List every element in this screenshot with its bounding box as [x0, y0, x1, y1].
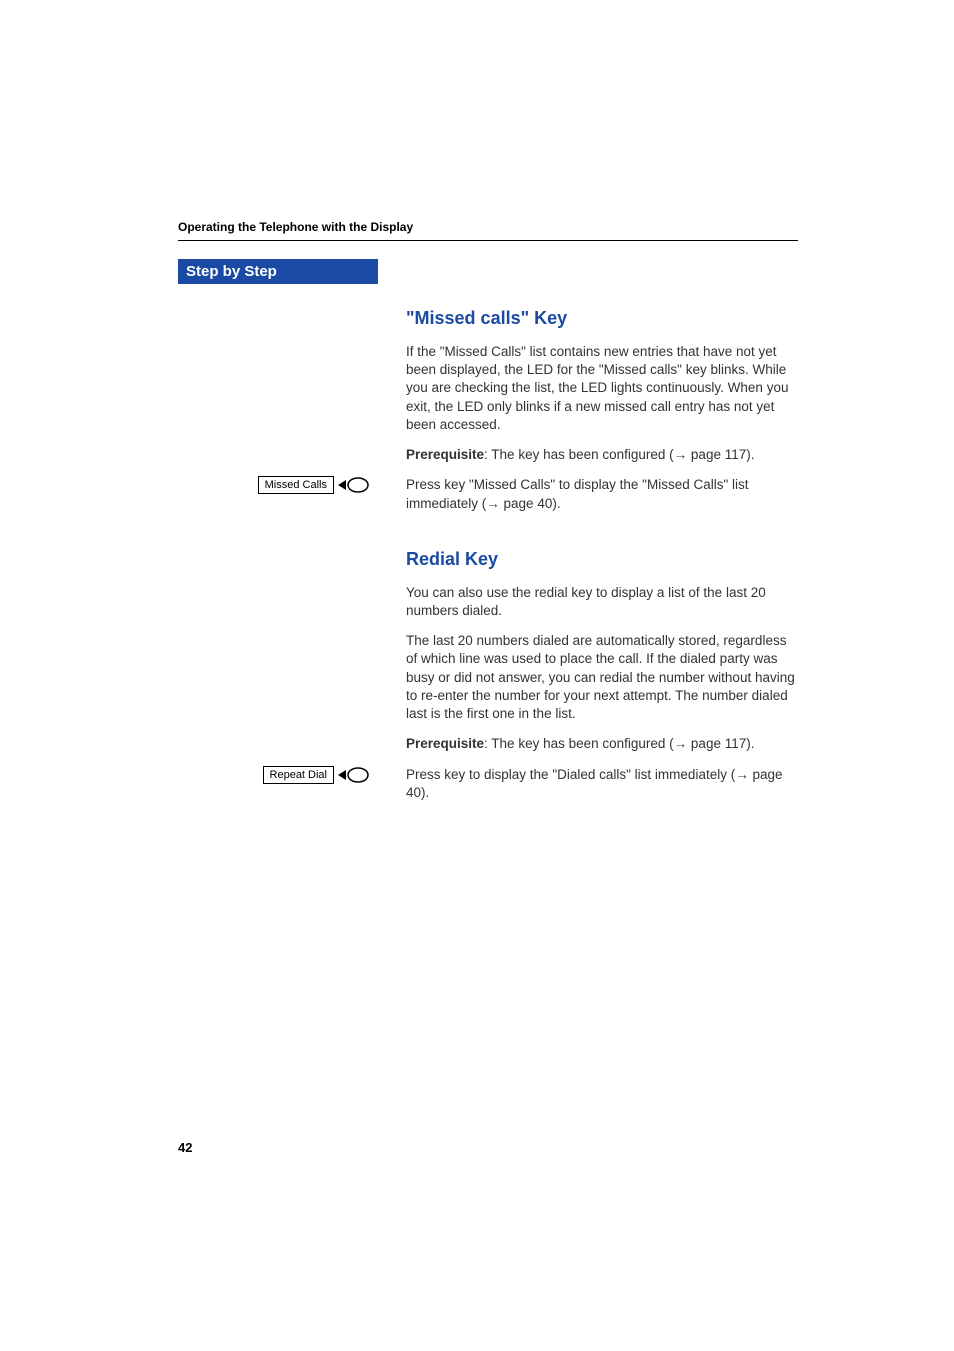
arrow-icon: →: [674, 736, 688, 751]
row-s2-heading: Redial Key: [178, 525, 798, 584]
arrow-icon: →: [735, 767, 749, 782]
s1-para2b: page 40).: [500, 496, 561, 511]
running-header: Operating the Telephone with the Display: [178, 220, 798, 234]
row-s2-prereq: Prerequisite: The key has been configure…: [178, 735, 798, 765]
step-by-step-banner: Step by Step: [178, 259, 378, 284]
s1-para1: If the "Missed Calls" list contains new …: [406, 343, 798, 434]
missed-calls-key: Missed Calls: [258, 476, 334, 494]
s2-prereq: Prerequisite: The key has been configure…: [406, 735, 798, 753]
header-rule: [178, 240, 798, 241]
s2-prereq-label: Prerequisite: [406, 736, 484, 751]
s1-prereq-label: Prerequisite: [406, 447, 484, 462]
s1-para2: Press key "Missed Calls" to display the …: [406, 476, 798, 512]
page-body: Operating the Telephone with the Display…: [178, 220, 798, 814]
row-s1-heading: "Missed calls" Key: [178, 284, 798, 343]
s2-para2: The last 20 numbers dialed are automatic…: [406, 632, 798, 723]
row-s1-prereq: Prerequisite: The key has been configure…: [178, 446, 798, 476]
arrow-icon: →: [486, 496, 500, 511]
s2-para3a: Press key to display the "Dialed calls" …: [406, 767, 735, 782]
row-s1-key: Missed Calls Press key "Missed Calls" to…: [178, 476, 798, 524]
s1-prereq-text: : The key has been configured (: [484, 447, 674, 462]
led-icon: [338, 766, 372, 784]
page-number: 42: [178, 1140, 192, 1155]
s1-prereq: Prerequisite: The key has been configure…: [406, 446, 798, 464]
repeat-dial-key-label: Repeat Dial: [270, 769, 327, 781]
s2-para1: You can also use the redial key to displ…: [406, 584, 798, 620]
s1-prereq-ref: page 117).: [687, 447, 754, 462]
s2-prereq-ref: page 117).: [687, 736, 754, 751]
s1-para2a: Press key "Missed Calls" to display the …: [406, 477, 749, 510]
redial-heading: Redial Key: [406, 549, 798, 570]
s2-para3: Press key to display the "Dialed calls" …: [406, 766, 798, 802]
s2-prereq-text: : The key has been configured (: [484, 736, 674, 751]
repeat-dial-key: Repeat Dial: [263, 766, 334, 784]
row-s2-key: Repeat Dial Press key to display the "Di…: [178, 766, 798, 814]
missed-calls-heading: "Missed calls" Key: [406, 308, 798, 329]
arrow-icon: →: [674, 447, 688, 462]
row-s1-p1: If the "Missed Calls" list contains new …: [178, 343, 798, 446]
row-s2-p2: The last 20 numbers dialed are automatic…: [178, 632, 798, 735]
missed-calls-key-label: Missed Calls: [265, 479, 327, 491]
led-icon: [338, 476, 372, 494]
row-s2-p1: You can also use the redial key to displ…: [178, 584, 798, 632]
